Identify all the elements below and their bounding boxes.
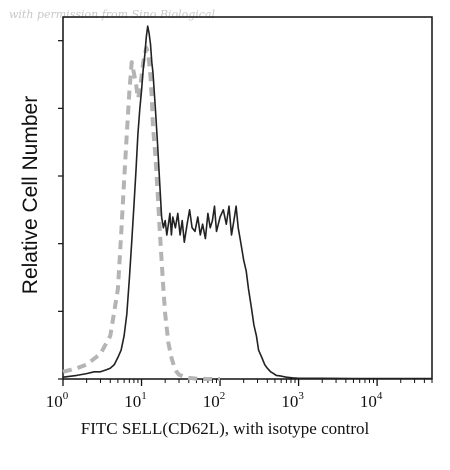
x-tick-label-base: 10 [203, 392, 220, 411]
x-axis-label: FITC SELL(CD62L), with isotype control [80, 419, 370, 438]
x-tick-label-exponent: 0 [63, 390, 69, 402]
x-axis-ticks [62, 379, 433, 386]
x-tick-label: 100 [46, 390, 69, 411]
x-tick-label-exponent: 4 [377, 390, 383, 402]
x-tick-label-exponent: 3 [298, 390, 304, 402]
x-tick-label-exponent: 2 [220, 390, 226, 402]
x-tick-label: 101 [124, 390, 147, 411]
x-tick-label-base: 10 [124, 392, 141, 411]
histogram-series [62, 25, 432, 381]
plot-frame [62, 16, 433, 380]
x-tick-label: 102 [203, 390, 226, 411]
sample-curve [62, 25, 432, 380]
x-axis-tick-labels: 100 101 102 103 104 [46, 390, 383, 411]
y-axis-ticks [58, 40, 63, 380]
x-tick-label-base: 10 [360, 392, 377, 411]
x-tick-label: 104 [360, 390, 383, 411]
x-tick-label-base: 10 [46, 392, 63, 411]
x-tick-label-exponent: 1 [141, 390, 147, 402]
x-tick-label-base: 10 [281, 392, 298, 411]
x-tick-label: 103 [281, 390, 304, 411]
